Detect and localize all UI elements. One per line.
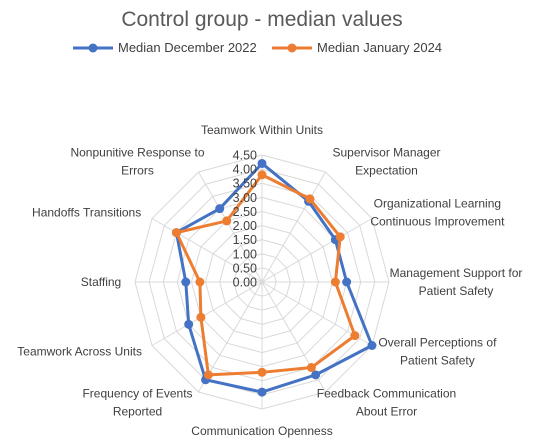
radial-tick-label: 3.00 <box>233 191 257 205</box>
chart-title: Control group - median values <box>121 8 402 31</box>
series-2-point <box>330 277 340 287</box>
category-label-line: Errors <box>121 164 154 178</box>
legend-item-series-2: Median January 2024 <box>272 40 442 55</box>
series-2-point <box>171 228 181 238</box>
radial-tick-label: 4.00 <box>233 163 257 177</box>
series-2-point <box>350 331 360 341</box>
radial-tick-label: 1.00 <box>233 247 257 261</box>
series-1 <box>171 158 377 397</box>
category-label: Nonpunitive Response to Errors <box>70 146 204 178</box>
legend-label-series-1: Median December 2022 <box>118 40 257 55</box>
category-label: Frequency of Events Reported <box>82 386 192 418</box>
category-label-line: Patient Safety <box>400 354 475 368</box>
grid-spokes <box>135 155 389 409</box>
category-label-line: Supervisor Manager <box>332 146 440 160</box>
category-label: Organizational Learning Continuous Improv… <box>370 197 505 229</box>
series-2-point <box>257 367 267 377</box>
category-label-line: Patient Safety <box>419 284 494 298</box>
radial-tick-label: 2.00 <box>233 219 257 233</box>
legend-marker-series-1 <box>88 43 98 53</box>
category-label: Handoffs Transitions <box>32 206 141 220</box>
series-2-point <box>195 277 205 287</box>
radial-tick-label: 4.50 <box>233 149 257 163</box>
radial-tick-label: 3.50 <box>233 177 257 191</box>
radial-tick-label: 1.50 <box>233 233 257 247</box>
series-2 <box>171 170 360 380</box>
category-label-line: Management Support for <box>390 266 523 280</box>
category-label-line: Overall Perceptions of <box>378 336 497 350</box>
category-label-line: About Error <box>356 404 417 418</box>
radial-tick-label: 2.50 <box>233 205 257 219</box>
legend-item-series-1: Median December 2022 <box>73 40 257 55</box>
grid-spoke <box>261 171 326 283</box>
radial-tick-label: 0.50 <box>233 261 257 275</box>
category-label-line: Nonpunitive Response to <box>70 146 204 160</box>
category-label-line: Handoffs Transitions <box>32 206 141 220</box>
category-label: Feedback Communication About Error <box>317 386 456 418</box>
category-label-line: Continuous Improvement <box>370 215 505 229</box>
legend-marker-series-2 <box>287 43 297 53</box>
category-label-line: Communication Openness <box>191 424 332 438</box>
series-1-point <box>367 341 377 350</box>
radial-tick-label: 0.00 <box>233 276 257 290</box>
category-label-line: Expectation <box>355 164 418 178</box>
category-label: Communication Openness <box>191 424 332 438</box>
category-label: Supervisor Manager Expectation <box>332 146 440 178</box>
grid-spoke <box>261 218 373 283</box>
series-1-point <box>311 370 321 380</box>
category-label-line: Frequency of Events <box>82 386 192 400</box>
series-layer <box>171 158 377 397</box>
series-2-point <box>306 363 316 373</box>
series-2-point <box>203 370 213 380</box>
series-2-point <box>196 312 206 322</box>
category-label: Overall Perceptions of Patient Safety <box>378 336 497 368</box>
legend-label-series-2: Median January 2024 <box>317 40 442 55</box>
series-2-point <box>257 170 267 180</box>
category-label-line: Feedback Communication <box>317 386 456 400</box>
series-1-point <box>257 158 267 168</box>
legend: Median December 2022 Median January 2024 <box>73 40 442 55</box>
grid-spoke <box>151 218 263 283</box>
radial-tick-labels: 0.000.501.001.502.002.503.003.504.004.50 <box>233 149 257 290</box>
category-label-line: Organizational Learning <box>374 197 501 211</box>
category-labels: Teamwork Within Units Supervisor Manager E… <box>17 123 522 438</box>
category-label-line: Staffing <box>81 275 121 289</box>
series-2-point <box>335 232 345 242</box>
category-label-line: Teamwork Across Units <box>17 345 142 359</box>
category-label: Management Support for Patient Safety <box>390 266 523 298</box>
series-2-point <box>222 216 232 226</box>
series-1-point <box>257 387 267 397</box>
series-2-point <box>305 194 315 204</box>
category-label-line: Reported <box>113 404 162 418</box>
series-1-point <box>215 204 225 214</box>
category-label-line: Teamwork Within Units <box>201 123 323 137</box>
category-label: Staffing <box>81 275 121 289</box>
series-1-point <box>342 277 352 287</box>
category-label: Teamwork Within Units <box>201 123 323 137</box>
series-1-point <box>184 319 194 329</box>
series-1-point <box>181 277 191 287</box>
grid-spoke <box>151 281 263 346</box>
category-label: Teamwork Across Units <box>17 345 142 359</box>
grid-spoke <box>198 171 263 283</box>
